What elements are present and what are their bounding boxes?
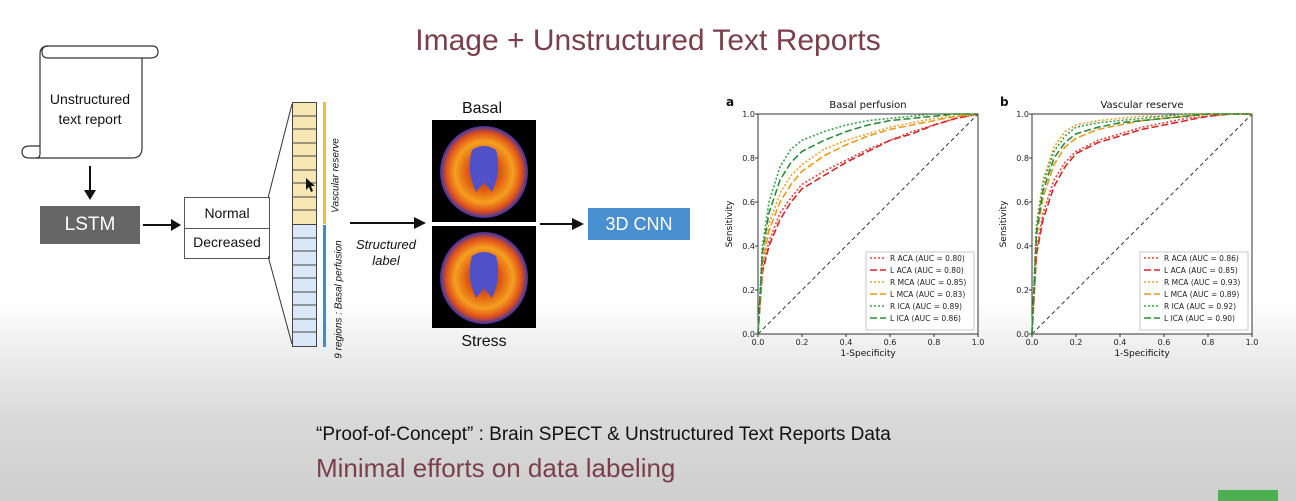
scroll-document-icon [21, 45, 159, 159]
y-tick-label: 1.0 [1016, 110, 1029, 119]
legend-entry: R ICA (AUC = 0.92) [1164, 302, 1236, 311]
x-tick-label: 0.0 [752, 338, 765, 347]
arrow-down-icon [84, 166, 96, 200]
cnn-3d-block: 3D CNN [588, 208, 690, 240]
legend-entry: R ACA (AUC = 0.80) [890, 254, 965, 263]
label-options-box: Normal Decreased [184, 197, 270, 259]
legend-entry: R ACA (AUC = 0.86) [1164, 254, 1239, 263]
roc-series-line [757, 113, 978, 335]
legend-entry: L ACA (AUC = 0.80) [890, 266, 964, 275]
y-tick-label: 0.6 [742, 198, 755, 207]
scan-stress-caption: Stress [461, 333, 507, 350]
roc-series-line [757, 113, 978, 335]
roc-series-line [1031, 113, 1252, 335]
legend-entry: R ICA (AUC = 0.89) [890, 302, 962, 311]
vascular-reserve-label: Vascular reserve [330, 138, 342, 213]
roc-series-line [1031, 113, 1252, 335]
expand-lines [268, 103, 293, 345]
legend-entry: L ACA (AUC = 0.85) [1164, 266, 1238, 275]
diagonal-reference-line [757, 113, 979, 335]
legend-entry: L MCA (AUC = 0.83) [890, 290, 965, 299]
roc-chart-a: a Basal perfusion 0.00.0 0.2 0.2 0.4 0.4 0.6 0.6… [725, 95, 985, 359]
label-normal: Normal [185, 199, 269, 229]
label-vector [292, 102, 317, 347]
y-tick-label: 1.0 [742, 110, 755, 119]
y-tick-label: 0.2 [1016, 286, 1029, 295]
basal-perfusion-label: 9 regions : Basal perfusion [333, 240, 345, 359]
y-tick-label: 0.8 [1016, 154, 1029, 163]
vascular-bar [323, 102, 326, 224]
scan-basal-caption: Basal [461, 100, 503, 117]
arrow-right-icon [143, 219, 181, 231]
footer-line-2: Minimal efforts on data labeling [316, 453, 676, 483]
x-tick-label: 0.2 [796, 338, 809, 347]
y-tick-label: 0.4 [742, 242, 755, 251]
y-tick-label: 0.4 [1016, 242, 1029, 251]
y-tick-label: 0.6 [1016, 198, 1029, 207]
basal-bar [323, 225, 326, 347]
roc-series-line [1031, 113, 1252, 335]
chart-title: Basal perfusion [829, 100, 906, 111]
y-axis-label: Sensitivity [999, 200, 1009, 248]
roc-series-line [757, 113, 979, 335]
x-tick-label: 0.0 [1026, 338, 1039, 347]
y-tick-label: 0.8 [742, 154, 755, 163]
brain-spect-images [432, 120, 536, 328]
legend-entry: L ICA (AUC = 0.90) [1164, 314, 1235, 323]
legend-entry: L ICA (AUC = 0.86) [890, 314, 961, 323]
roc-series-line [1031, 113, 1252, 335]
slide-title: Image + Unstructured Text Reports [415, 24, 881, 57]
diagonal-reference-line [1031, 113, 1253, 335]
x-axis-label: 1-Specificity [840, 349, 896, 359]
x-axis-label: 1-Specificity [1114, 349, 1170, 359]
x-tick-label: 0.6 [1158, 338, 1171, 347]
x-tick-label: 1.0 [972, 338, 985, 347]
legend-entry: L MCA (AUC = 0.89) [1164, 290, 1239, 299]
legend-box [865, 251, 975, 331]
label-decreased: Decreased [193, 234, 261, 250]
roc-chart-b: b Vascular reserve 0.00.0 0.2 0.2 0.4 0.4 0.6 0.… [999, 95, 1259, 359]
footer-line-1: “Proof-of-Concept” : Brain SPECT & Unstr… [316, 424, 891, 445]
roc-series-line [757, 113, 979, 335]
x-tick-label: 0.4 [1114, 338, 1127, 347]
scroll-label: Unstructured text report [49, 91, 131, 127]
panel-letter: b [1000, 95, 1009, 109]
chart-title: Vascular reserve [1100, 100, 1183, 111]
x-tick-label: 0.2 [1070, 338, 1083, 347]
arrow-right-icon [540, 218, 584, 230]
x-tick-label: 0.4 [840, 338, 853, 347]
y-axis-label: Sensitivity [725, 200, 735, 248]
legend-box [1139, 251, 1249, 331]
legend-entry: R MCA (AUC = 0.85) [890, 278, 966, 287]
x-tick-label: 0.8 [1202, 338, 1215, 347]
roc-series-line [757, 113, 979, 335]
x-tick-label: 1.0 [1246, 338, 1259, 347]
legend-entry: R MCA (AUC = 0.93) [1164, 278, 1240, 287]
roc-series-line [757, 113, 979, 335]
y-tick-label: 0.2 [742, 286, 755, 295]
panel-letter: a [726, 95, 734, 109]
lstm-block: LSTM [40, 206, 140, 244]
structured-label-text: Structured label [356, 237, 416, 268]
y-tick-label: 0.0 [1016, 330, 1029, 339]
x-tick-label: 0.6 [884, 338, 897, 347]
y-tick-label: 0.0 [742, 330, 755, 339]
x-tick-label: 0.8 [928, 338, 941, 347]
roc-series-line [1031, 113, 1252, 335]
corner-badge [1218, 490, 1278, 501]
arrow-right-icon [350, 217, 426, 229]
